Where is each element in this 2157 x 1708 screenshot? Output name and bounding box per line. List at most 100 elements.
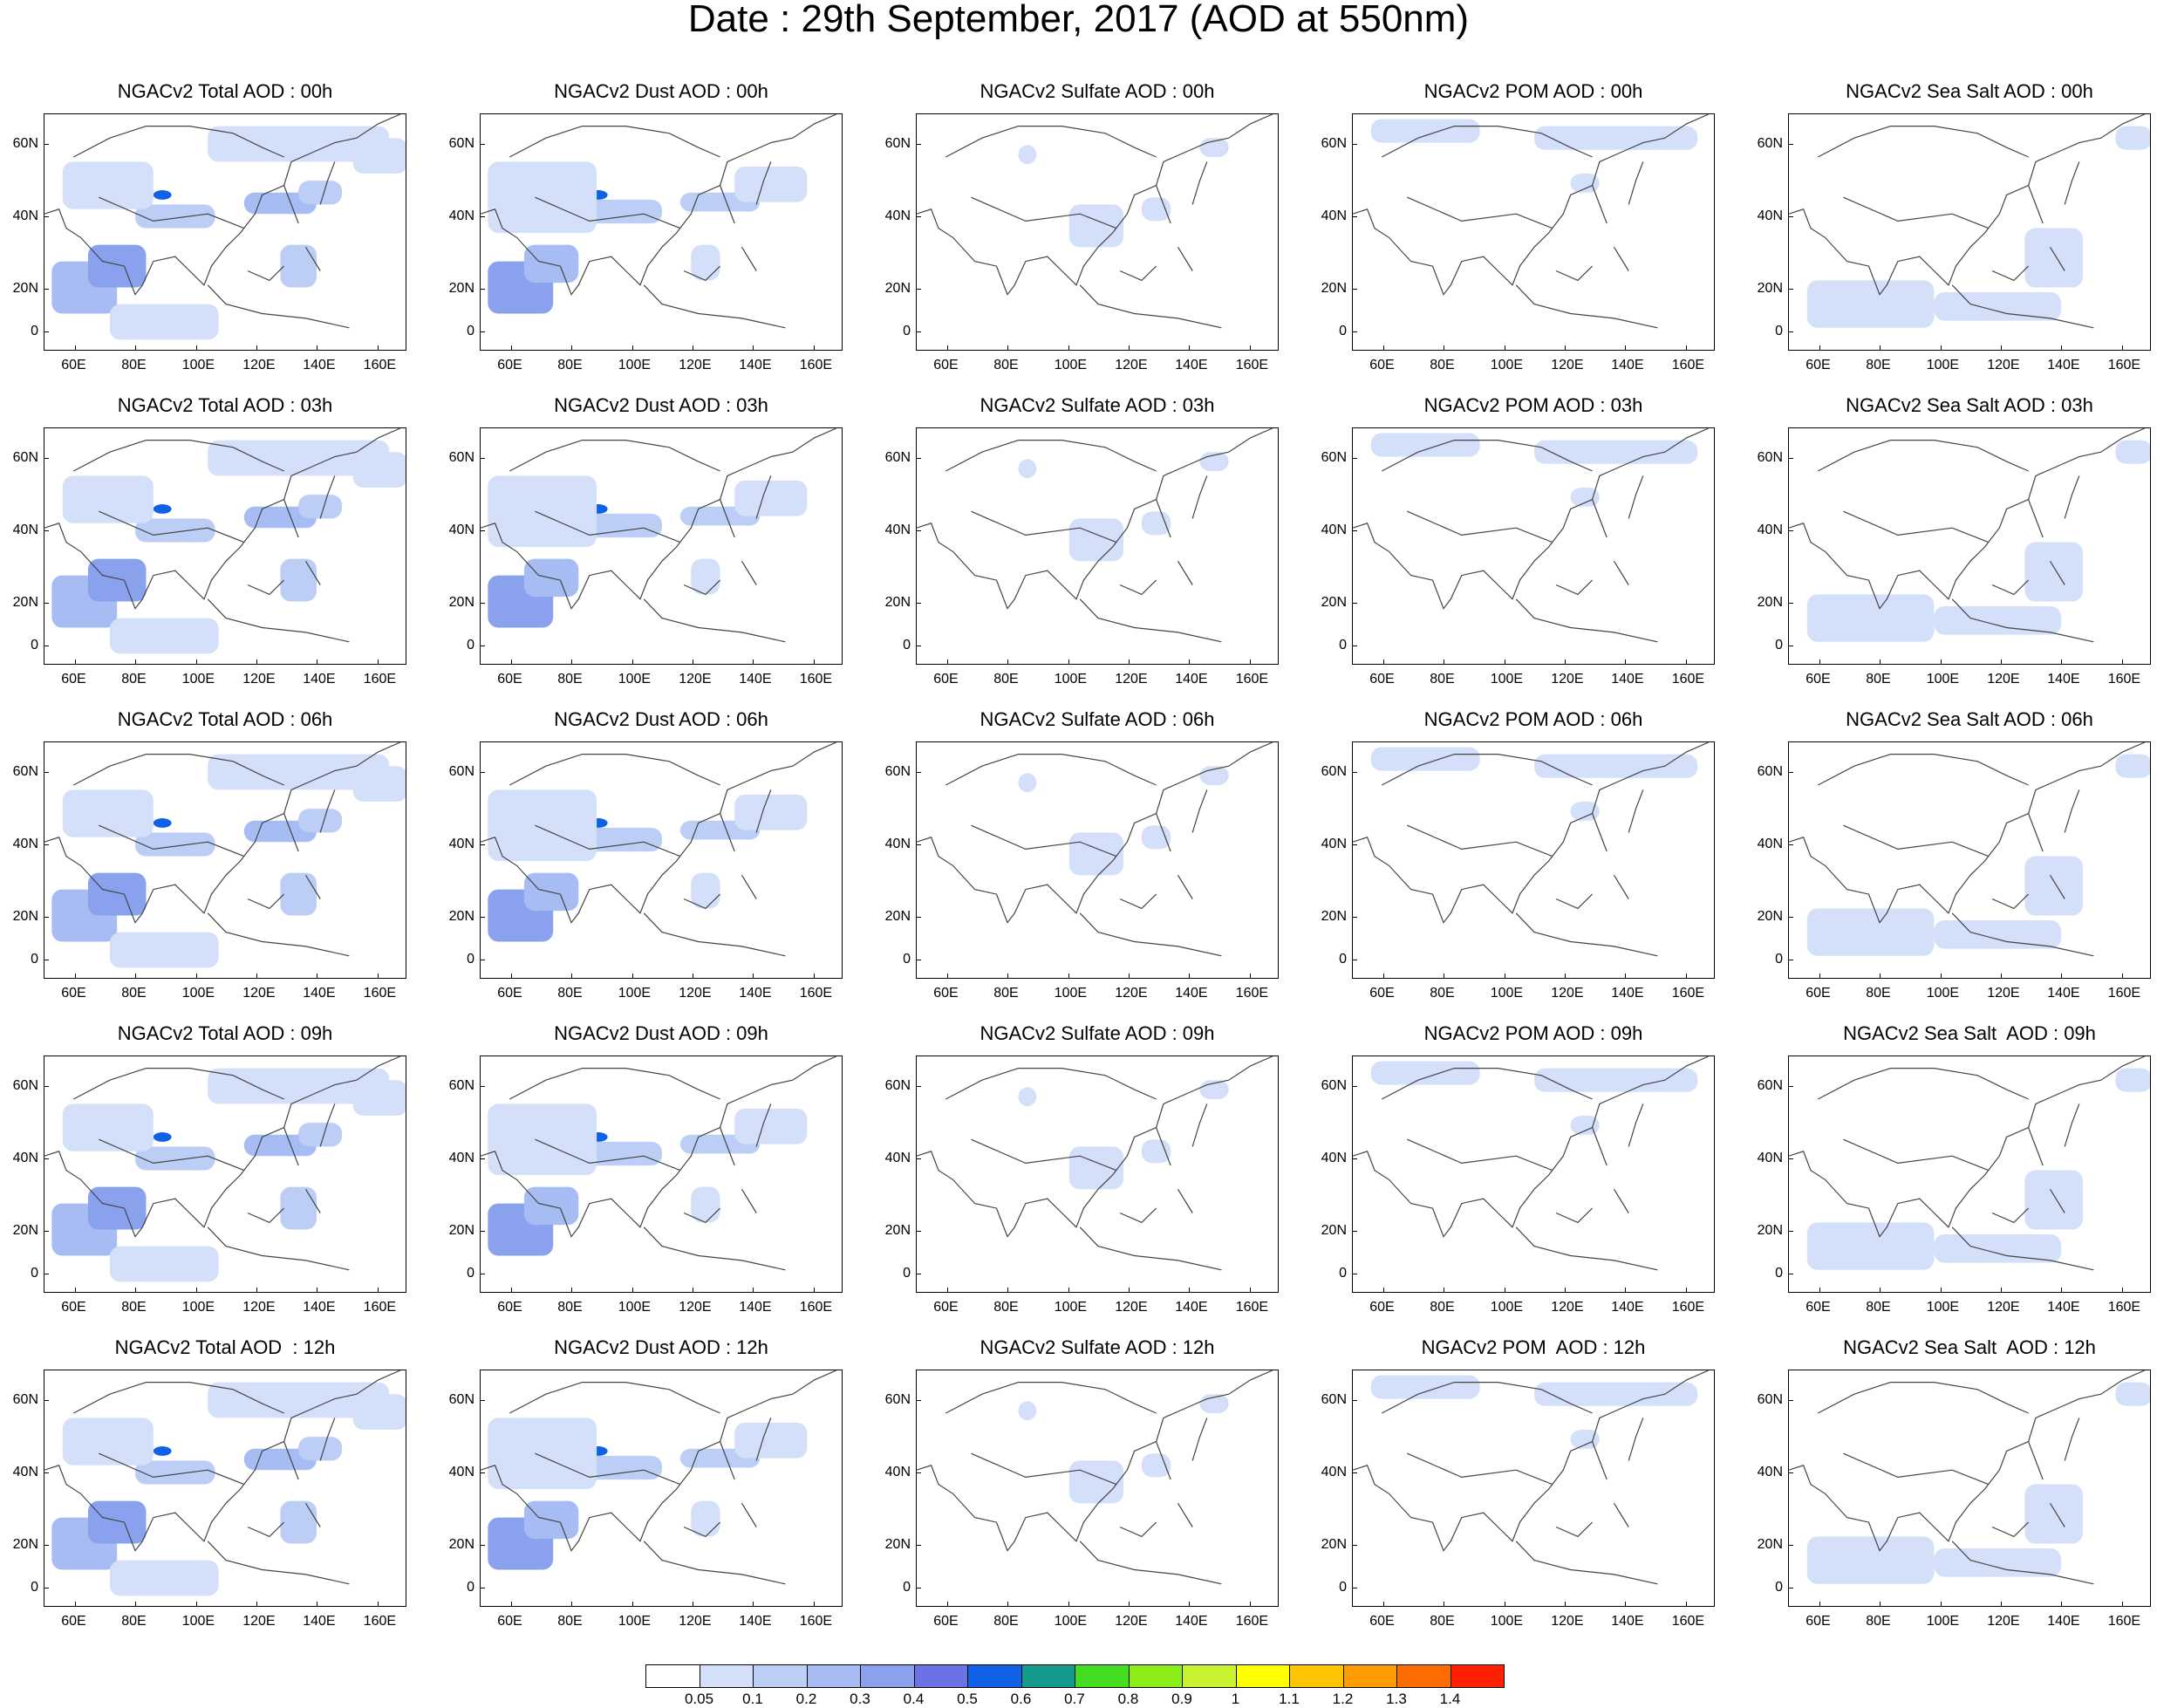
coastline	[1789, 1370, 2145, 1585]
aod-region	[1570, 174, 1600, 193]
lon-tick-label: 120E	[242, 1614, 276, 1629]
lon-tick-mark	[2001, 1602, 2003, 1607]
lon-tick-mark	[1685, 345, 1687, 351]
map-area	[44, 1370, 406, 1607]
lat-tick-label: 60N	[884, 1078, 911, 1094]
lat-tick-label: 40N	[448, 1465, 474, 1480]
lon-tick-mark	[195, 345, 197, 351]
lon-tick-label: 140E	[739, 672, 772, 687]
aod-region	[62, 161, 154, 209]
lat-tick-label: 20N	[448, 595, 474, 611]
lon-tick-mark	[377, 659, 379, 665]
aod-region	[1806, 280, 1935, 328]
lat-tick-mark	[44, 289, 49, 290]
lon-tick-mark	[1189, 659, 1191, 665]
lon-tick-label: 160E	[1671, 986, 1705, 1001]
lon-tick-mark	[75, 345, 77, 351]
lon-tick-mark	[1625, 659, 1627, 665]
lat-tick-label: 60N	[448, 136, 474, 152]
map-area	[44, 113, 406, 351]
lon-tick-mark	[1819, 1602, 1821, 1607]
lon-tick-label: 80E	[557, 672, 583, 687]
aod-region	[109, 932, 219, 968]
aod-region	[1570, 488, 1600, 507]
map-panel: NGACv2 Sulfate AOD : 03h 60E 80E 100E 120E 14…	[872, 393, 1308, 707]
lat-tick-mark	[480, 144, 485, 146]
colorbar-swatch	[1182, 1664, 1237, 1688]
lat-tick-mark	[480, 844, 485, 846]
lat-tick-mark	[44, 331, 49, 333]
lat-tick-mark	[480, 1472, 485, 1474]
lat-tick-label: 40N	[12, 1151, 38, 1166]
lat-tick-mark	[916, 844, 921, 846]
lon-tick-mark	[1007, 1288, 1009, 1293]
aod-region	[352, 1080, 406, 1116]
aod-field	[481, 1056, 836, 1271]
aod-region	[488, 1418, 597, 1489]
figure-title: Date : 29th September, 2017 (AOD at 550n…	[687, 0, 1470, 40]
lon-tick-label: 100E	[181, 358, 215, 372]
lon-tick-label: 100E	[618, 672, 652, 687]
coastline	[44, 1056, 400, 1271]
lon-tick-label: 80E	[557, 1614, 583, 1629]
lon-tick-mark	[1565, 1288, 1567, 1293]
lon-tick-label: 120E	[1115, 986, 1148, 1001]
lon-tick-mark	[195, 659, 197, 665]
lat-tick-mark	[480, 1086, 485, 1088]
lat-tick-label: 40N	[1757, 208, 1783, 224]
lat-tick-mark	[480, 772, 485, 774]
lat-tick-mark	[1352, 1472, 1357, 1474]
aod-field	[44, 114, 406, 340]
lon-tick-label: 160E	[363, 1300, 397, 1315]
aod-region	[1068, 518, 1124, 562]
lon-tick-label: 140E	[1175, 358, 1208, 372]
lat-tick-mark	[1352, 1545, 1357, 1547]
aod-region	[153, 1132, 172, 1142]
lon-tick-label: 160E	[799, 358, 833, 372]
panel-title: NGACv2 POM AOD : 03h	[1423, 394, 1643, 416]
lat-tick-mark	[44, 144, 49, 146]
lat-tick-mark	[1352, 458, 1357, 460]
lon-tick-label: 60E	[497, 672, 522, 687]
colorbar-label: 0.9	[1171, 1691, 1192, 1707]
lat-tick-label: 20N	[1757, 595, 1783, 611]
aod-region	[298, 181, 343, 205]
lon-tick-label: 60E	[933, 672, 959, 687]
lon-tick-label: 140E	[2047, 986, 2080, 1001]
coastline	[1789, 1056, 2145, 1271]
map-area	[44, 741, 406, 979]
colorbar-swatch	[1396, 1664, 1451, 1688]
lon-tick-mark	[813, 659, 815, 665]
coastline	[1353, 114, 1709, 329]
lat-tick-mark	[480, 331, 485, 333]
coastline	[1353, 1370, 1709, 1585]
aod-region	[280, 1186, 317, 1230]
lat-tick-mark	[916, 144, 921, 146]
coastline	[917, 742, 1273, 957]
aod-region	[1018, 1401, 1037, 1421]
lon-tick-mark	[631, 345, 633, 351]
map-area	[44, 1056, 406, 1293]
lat-tick-mark	[916, 1231, 921, 1233]
lat-tick-mark	[1788, 1472, 1793, 1474]
lon-tick-label: 120E	[1551, 358, 1584, 372]
coastline	[917, 114, 1273, 329]
aod-region	[1806, 1222, 1935, 1270]
lat-tick-label: 40N	[448, 1151, 474, 1166]
lon-tick-label: 120E	[1551, 672, 1584, 687]
lat-tick-label: 20N	[884, 281, 911, 297]
lon-tick-label: 120E	[242, 1300, 276, 1315]
lat-tick-label: 20N	[448, 1223, 474, 1239]
lon-tick-label: 120E	[1115, 1614, 1148, 1629]
map-area	[480, 1370, 843, 1607]
panel-title: NGACv2 POM AOD : 12h	[1421, 1336, 1646, 1358]
lon-tick-label: 60E	[1805, 672, 1831, 687]
lon-tick-label: 100E	[181, 1614, 215, 1629]
lon-tick-label: 100E	[618, 1614, 652, 1629]
lat-tick-label: 20N	[448, 909, 474, 925]
lat-tick-mark	[916, 216, 921, 218]
aod-region	[62, 475, 154, 523]
lat-tick-label: 40N	[884, 1151, 911, 1166]
aod-region	[243, 1134, 317, 1157]
lat-tick-mark	[44, 1472, 49, 1474]
